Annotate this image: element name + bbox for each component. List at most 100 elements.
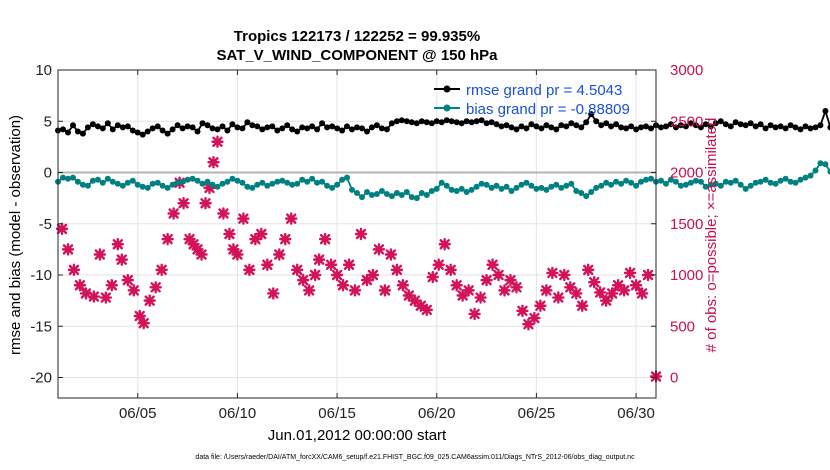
rmse-point — [727, 123, 734, 130]
bias-point — [518, 181, 525, 188]
bias-point — [418, 190, 425, 196]
rmse-point — [294, 128, 301, 135]
bias-point — [119, 182, 126, 189]
rmse-point — [493, 121, 500, 128]
obs-point — [480, 273, 493, 287]
rmse-point — [453, 119, 460, 126]
rmse-point — [254, 123, 261, 130]
rmse-point — [149, 125, 156, 132]
rmse-point — [777, 123, 784, 130]
y-tick-label: 0 — [44, 165, 52, 182]
rmse-point — [159, 127, 166, 134]
bias-point — [762, 176, 769, 183]
bias-point — [408, 194, 415, 201]
rmse-point — [279, 125, 286, 132]
bias-point — [284, 179, 291, 186]
rmse-point — [418, 118, 425, 125]
bias-point — [543, 186, 550, 193]
bias-point — [229, 175, 236, 182]
bias-point — [792, 179, 799, 186]
bias-point — [697, 178, 704, 185]
bias-point — [329, 184, 336, 191]
bias-point — [677, 182, 684, 189]
rmse-point — [89, 121, 96, 128]
obs-point — [133, 309, 146, 323]
rmse-point — [732, 119, 739, 126]
footer-data-file: data file: /Users/raeder/DAI/ATM_forcXX/… — [195, 454, 635, 461]
rmse-point — [289, 126, 296, 133]
rmse-point — [209, 125, 216, 132]
rmse-point — [70, 122, 76, 129]
bias-point — [144, 184, 151, 191]
bias-point — [74, 178, 81, 185]
rmse-point — [578, 124, 585, 131]
bias-point — [413, 195, 420, 202]
rmse-point — [354, 124, 360, 131]
x-tick-label: 06/15 — [318, 405, 356, 422]
bias-point — [199, 180, 206, 187]
rmse-point — [692, 122, 699, 129]
obs-point — [611, 279, 625, 292]
legend-rmse-marker — [443, 85, 451, 93]
rmse-point — [224, 127, 231, 134]
bias-point — [319, 178, 326, 185]
bias-point — [523, 179, 530, 186]
bias-point — [508, 188, 515, 194]
bias-point — [817, 160, 824, 167]
rmse-point — [772, 124, 779, 131]
bias-point — [134, 181, 141, 188]
bias-point — [812, 167, 819, 174]
bias-point — [628, 179, 635, 186]
bias-point — [364, 189, 370, 195]
y-right-tick-label: 1000 — [670, 267, 703, 284]
rmse-point — [393, 118, 400, 125]
rmse-point — [528, 121, 535, 128]
rmse-point — [373, 122, 380, 129]
obs-point — [55, 222, 69, 236]
rmse-point — [628, 123, 635, 130]
obs-point — [426, 270, 439, 284]
rmse-point — [359, 125, 365, 132]
bias-point — [359, 194, 365, 201]
rmse-point — [558, 122, 565, 129]
rmse-point — [752, 123, 759, 130]
rmse-point — [742, 122, 749, 129]
bias-point — [807, 172, 814, 179]
rmse-point — [483, 120, 490, 127]
rmse-point — [822, 108, 829, 114]
rmse-point — [473, 118, 480, 125]
rmse-point — [448, 118, 455, 125]
obs-point — [588, 275, 601, 289]
rmse-point — [139, 131, 146, 138]
rmse-point — [99, 125, 106, 132]
obs-point — [420, 303, 433, 317]
obs-point — [576, 299, 589, 312]
bias-point — [244, 183, 251, 190]
rmse-point — [682, 123, 689, 130]
obs-point — [450, 279, 463, 292]
bias-point — [623, 177, 630, 184]
rmse-point — [284, 122, 291, 129]
rmse-point — [364, 128, 370, 135]
rmse-point — [134, 129, 141, 136]
obs-point — [372, 243, 386, 256]
obs-point — [396, 279, 410, 292]
bias-point — [443, 182, 450, 189]
bias-point — [169, 181, 176, 188]
bias-point — [797, 176, 804, 183]
rmse-point — [234, 124, 241, 131]
bias-point — [777, 177, 784, 184]
bias-point — [214, 183, 221, 190]
obs-point — [402, 289, 416, 302]
chart-title-line2: SAT_V_WIND_COMPONENT @ 150 hPa — [216, 47, 498, 64]
bias-point — [553, 181, 560, 188]
rmse-point — [65, 129, 71, 136]
obs-point — [564, 281, 577, 294]
rmse-point — [667, 121, 674, 128]
bias-point — [448, 186, 455, 193]
bias-point — [682, 181, 689, 188]
bias-point — [109, 178, 116, 185]
obs-point — [492, 268, 505, 282]
y-axis-label: rmse and bias (model - observation) — [7, 115, 24, 355]
